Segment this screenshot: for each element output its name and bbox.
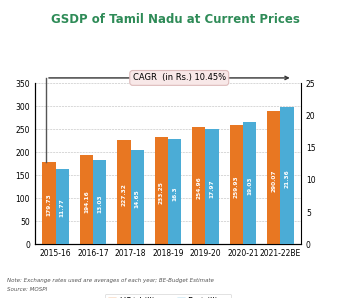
Text: 254.96: 254.96	[196, 177, 201, 199]
Bar	[93, 161, 106, 244]
Text: 19.03: 19.03	[247, 176, 252, 195]
Text: CAGR  (in Rs.) 10.45%: CAGR (in Rs.) 10.45%	[133, 73, 226, 83]
Bar	[56, 169, 69, 244]
Bar	[243, 122, 256, 244]
Bar	[267, 111, 280, 244]
Text: 17.97: 17.97	[210, 179, 215, 198]
Legend: US$ billion, Rs trillion: US$ billion, Rs trillion	[105, 294, 231, 298]
Bar	[131, 150, 144, 244]
Bar	[80, 155, 93, 244]
Bar	[205, 129, 219, 244]
Bar	[280, 107, 294, 244]
Text: 11.77: 11.77	[60, 199, 65, 217]
Text: 179.73: 179.73	[47, 193, 51, 216]
Text: 14.65: 14.65	[135, 190, 140, 209]
Bar	[42, 162, 56, 244]
Text: 194.16: 194.16	[84, 190, 89, 213]
Text: 259.93: 259.93	[234, 176, 239, 198]
Bar	[155, 137, 168, 244]
Bar	[193, 127, 205, 244]
Text: 16.3: 16.3	[172, 187, 177, 201]
Text: 233.25: 233.25	[159, 181, 164, 204]
Text: Note: Exchange rates used are averages of each year; BE-Budget Estimate: Note: Exchange rates used are averages o…	[7, 278, 214, 283]
Bar	[230, 125, 243, 244]
Text: Source: MOSPI: Source: MOSPI	[7, 287, 47, 291]
Text: 227.32: 227.32	[121, 183, 126, 206]
Text: 21.36: 21.36	[285, 169, 289, 188]
Bar	[117, 140, 131, 244]
Text: 13.03: 13.03	[97, 195, 102, 213]
Bar	[168, 139, 181, 244]
Text: GSDP of Tamil Nadu at Current Prices: GSDP of Tamil Nadu at Current Prices	[50, 13, 300, 27]
Text: 290.07: 290.07	[271, 169, 276, 192]
